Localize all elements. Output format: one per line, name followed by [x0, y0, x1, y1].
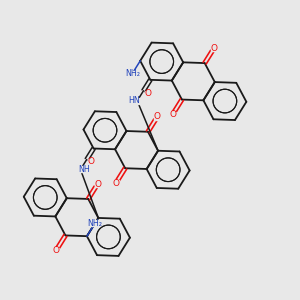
Bar: [211, 46, 217, 51]
Text: O: O: [154, 112, 161, 122]
Bar: [90, 220, 100, 226]
Bar: [113, 180, 119, 186]
Bar: [169, 112, 175, 117]
Text: NH₂: NH₂: [125, 69, 140, 78]
Bar: [130, 98, 139, 104]
Text: O: O: [87, 158, 94, 166]
Text: NH: NH: [78, 165, 90, 174]
Bar: [128, 70, 137, 76]
Text: O: O: [112, 178, 119, 188]
Text: O: O: [52, 246, 60, 255]
Text: O: O: [94, 180, 101, 189]
Bar: [53, 248, 59, 253]
Bar: [94, 182, 100, 187]
Text: HN: HN: [128, 96, 140, 105]
Bar: [79, 167, 88, 172]
Bar: [154, 114, 160, 120]
Text: O: O: [211, 44, 218, 53]
Text: O: O: [169, 110, 176, 119]
Text: O: O: [144, 89, 151, 98]
Bar: [145, 91, 151, 96]
Text: NH₂: NH₂: [87, 219, 102, 228]
Bar: [88, 159, 94, 165]
